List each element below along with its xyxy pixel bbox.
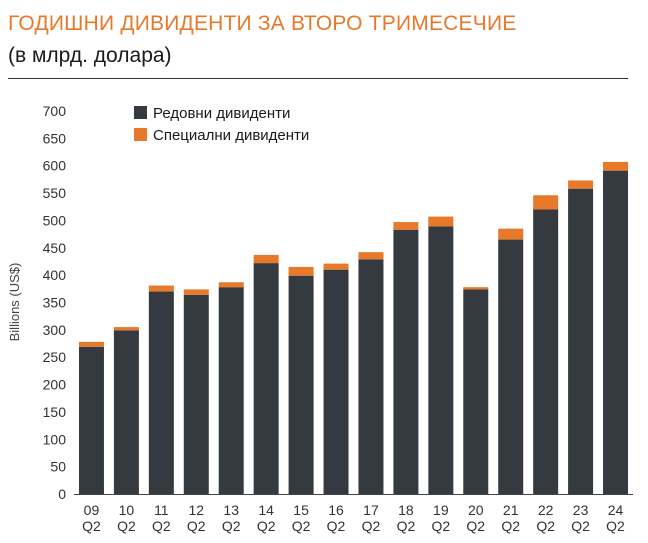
y-tick-label: 350: [43, 295, 67, 311]
x-tick-year: 22: [538, 502, 554, 518]
bar-special-dividends: [113, 327, 139, 331]
x-tick-quarter: Q2: [431, 518, 450, 534]
bar-regular-dividends: [463, 289, 489, 494]
x-tick-quarter: Q2: [222, 518, 241, 534]
y-tick-label: 200: [43, 377, 67, 393]
bar-special-dividends: [463, 287, 489, 290]
y-tick-label: 50: [50, 459, 66, 475]
x-tick-year: 11: [154, 502, 169, 518]
bar-regular-dividends: [533, 209, 559, 495]
y-tick-label: 400: [43, 267, 67, 283]
x-tick-year: 21: [503, 502, 519, 518]
bar-regular-dividends: [288, 275, 314, 494]
y-tick-label: 0: [58, 486, 66, 502]
legend-swatch-special: [134, 128, 147, 141]
bar-special-dividends: [288, 266, 314, 276]
bar-regular-dividends: [393, 229, 419, 495]
bar-regular-dividends: [113, 330, 139, 494]
legend-label-special: Специални дивиденти: [153, 127, 309, 144]
bar-regular-dividends: [603, 170, 629, 494]
bar-special-dividends: [218, 282, 244, 288]
x-tick-quarter: Q2: [362, 518, 381, 534]
x-tick-year: 24: [608, 502, 624, 518]
y-tick-label: 700: [43, 103, 67, 119]
x-tick-quarter: Q2: [257, 518, 276, 534]
x-tick-year: 14: [258, 502, 274, 518]
bar-regular-dividends: [253, 263, 279, 494]
bar-special-dividends: [78, 341, 104, 347]
y-tick-label: 450: [43, 240, 67, 256]
y-tick-label: 100: [43, 431, 67, 447]
bar-special-dividends: [323, 263, 349, 270]
bar-regular-dividends: [358, 259, 384, 494]
y-tick-label: 250: [43, 349, 67, 365]
bar-special-dividends: [358, 252, 384, 260]
x-tick-year: 20: [468, 502, 484, 518]
bar-regular-dividends: [428, 226, 454, 494]
legend-swatch-regular: [134, 106, 147, 119]
y-axis-label: Billions (US$): [7, 263, 22, 342]
title-divider: [8, 78, 628, 79]
bar-special-dividends: [253, 254, 279, 264]
x-tick-year: 15: [293, 502, 309, 518]
x-tick-year: 19: [433, 502, 449, 518]
y-tick-label: 150: [43, 404, 67, 420]
x-tick-quarter: Q2: [571, 518, 590, 534]
x-tick-year: 12: [188, 502, 204, 518]
chart-subtitle: (в млрд. долара): [8, 44, 172, 67]
x-tick-quarter: Q2: [327, 518, 346, 534]
bar-special-dividends: [393, 222, 419, 230]
bar-special-dividends: [603, 161, 629, 171]
y-tick-label: 500: [43, 212, 67, 228]
bar-regular-dividends: [498, 239, 524, 494]
x-tick-quarter: Q2: [292, 518, 311, 534]
x-tick-quarter: Q2: [536, 518, 555, 534]
bar-regular-dividends: [323, 269, 349, 494]
axis-layer: 0 50 100 150 200 250 300 350 400 450 500 550 600 650 7…: [43, 103, 633, 534]
x-tick-quarter: Q2: [606, 518, 625, 534]
x-tick-year: 18: [398, 502, 414, 518]
bar-special-dividends: [428, 216, 454, 227]
legend: Редовни дивиденти Специални дивиденти: [134, 105, 309, 144]
x-tick-year: 16: [328, 502, 344, 518]
bar-special-dividends: [533, 195, 559, 210]
x-tick-quarter: Q2: [117, 518, 136, 534]
bar-regular-dividends: [78, 346, 104, 494]
x-tick-quarter: Q2: [187, 518, 206, 534]
x-tick-quarter: Q2: [152, 518, 171, 534]
bar-special-dividends: [148, 285, 174, 292]
bar-special-dividends: [498, 228, 524, 240]
y-tick-label: 600: [43, 158, 67, 174]
x-tick-quarter: Q2: [501, 518, 520, 534]
bar-regular-dividends: [568, 188, 594, 494]
chart-title: ГОДИШНИ ДИВИДЕНТИ ЗА ВТОРО ТРИМЕСЕЧИЕ: [8, 12, 517, 35]
y-tick-label: 300: [43, 322, 67, 338]
legend-label-regular: Редовни дивиденти: [153, 105, 290, 122]
bar-special-dividends: [183, 289, 209, 295]
bar-regular-dividends: [218, 287, 244, 494]
x-tick-year: 13: [223, 502, 239, 518]
x-tick-quarter: Q2: [466, 518, 485, 534]
bar-special-dividends: [568, 180, 594, 189]
y-tick-label: 550: [43, 185, 67, 201]
x-tick-quarter: Q2: [397, 518, 416, 534]
x-tick-quarter: Q2: [82, 518, 101, 534]
x-tick-year: 17: [363, 502, 379, 518]
x-tick-year: 09: [84, 502, 100, 518]
y-tick-label: 650: [43, 130, 67, 146]
x-tick-year: 23: [573, 502, 589, 518]
bar-regular-dividends: [183, 294, 209, 494]
x-tick-year: 10: [119, 502, 135, 518]
bars-layer: [78, 161, 629, 495]
bar-regular-dividends: [148, 291, 174, 494]
